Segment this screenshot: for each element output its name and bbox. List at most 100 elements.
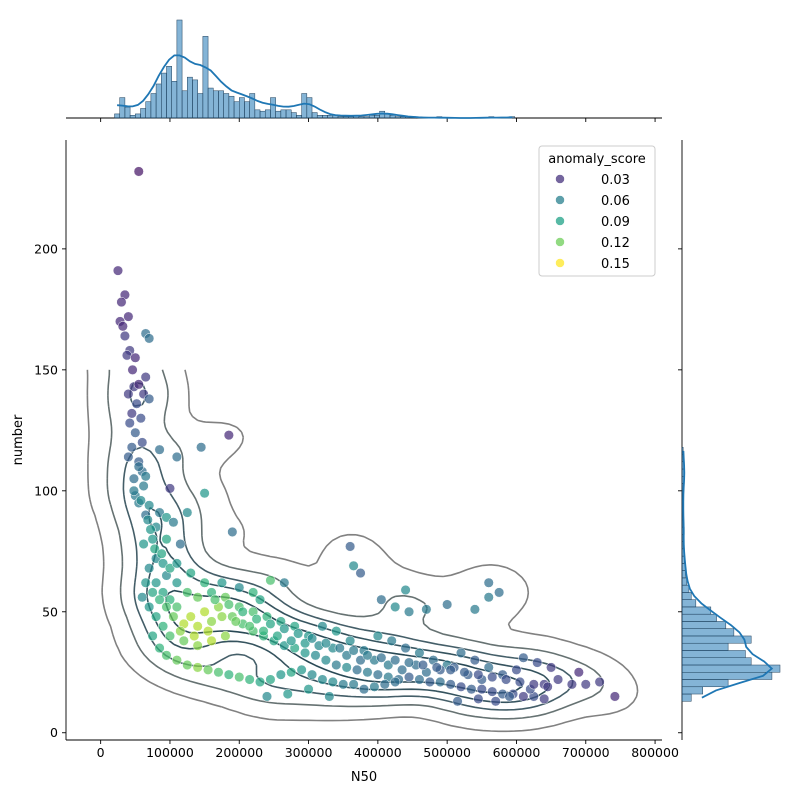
scatter-point <box>133 379 144 390</box>
scatter-point <box>175 626 186 637</box>
scatter-point <box>216 577 227 588</box>
scatter-point <box>154 594 165 605</box>
scatter-point <box>338 679 349 690</box>
scatter-point <box>303 684 314 695</box>
scatter-point <box>135 495 146 506</box>
scatter-point <box>164 483 176 494</box>
scatter-point <box>171 655 182 666</box>
scatter-point <box>199 606 210 617</box>
scatter-point <box>175 538 186 550</box>
scatter-point <box>164 563 176 574</box>
scatter-point <box>279 623 290 634</box>
scatter-point <box>532 657 543 668</box>
scatter-point <box>144 500 155 511</box>
y-axis-label: number <box>11 414 26 465</box>
x-histogram-bar <box>249 93 256 119</box>
scatter-point <box>149 543 160 554</box>
y-histogram-bar <box>681 447 684 455</box>
scatter-point <box>390 655 401 666</box>
scatter-point <box>403 606 415 617</box>
scatter-point <box>372 669 383 680</box>
scatter-point <box>138 480 149 492</box>
scatter-point <box>185 568 196 579</box>
y-histogram-bar <box>681 592 692 600</box>
scatter-point <box>282 688 293 700</box>
scatter-point <box>112 265 124 276</box>
scatter-point <box>324 691 335 702</box>
y-histogram-bar <box>681 650 746 658</box>
y-marginal-histogram <box>681 140 781 740</box>
scatter-point <box>145 524 156 535</box>
x-histogram-bar <box>342 116 349 119</box>
scatter-point <box>147 630 158 642</box>
y-histogram-bar <box>681 672 773 680</box>
x-tick-label: 400000 <box>354 745 402 760</box>
scatter-point <box>514 676 525 687</box>
scatter-point <box>417 659 428 671</box>
scatter-point <box>275 669 286 680</box>
scatter-point <box>185 611 196 622</box>
scatter-point <box>128 473 139 484</box>
scatter-point <box>157 558 169 569</box>
scatter-point <box>192 640 203 651</box>
scatter-point <box>455 681 467 692</box>
scatter-point <box>528 679 539 690</box>
x-histogram-bar <box>270 97 276 119</box>
scatter-point <box>130 352 141 363</box>
scatter-point <box>400 584 411 596</box>
x-histogram-bar <box>264 109 271 119</box>
y-tick-label: 100 <box>34 483 58 498</box>
scatter-point <box>199 488 210 499</box>
scatter-point <box>131 398 142 409</box>
scatter-point <box>445 679 456 690</box>
y-histogram-bar <box>681 635 752 644</box>
scatter-point <box>341 650 352 661</box>
x-histogram-bar <box>389 115 396 119</box>
x-density-curve <box>117 54 513 119</box>
scatter-point <box>546 662 557 673</box>
scatter-point <box>254 676 266 687</box>
scatter-point <box>400 643 411 654</box>
x-marginal-histogram <box>66 19 662 119</box>
x-histogram-bar <box>114 113 120 119</box>
scatter-point <box>223 599 234 610</box>
scatter-point <box>379 679 390 690</box>
x-histogram-bar <box>275 110 282 119</box>
scatter-point <box>123 451 134 462</box>
y-histogram-bar <box>681 657 752 666</box>
scatter-point <box>414 674 425 685</box>
scatter-point <box>594 676 605 687</box>
scatter-point <box>286 635 297 646</box>
scatter-point <box>327 676 338 687</box>
x-histogram-bar <box>244 101 250 119</box>
x-histogram-bar <box>187 76 193 119</box>
x-axis-label: N50 <box>351 770 377 785</box>
scatter-point <box>473 669 484 680</box>
scatter-point <box>237 606 248 617</box>
scatter-point <box>140 577 151 588</box>
legend-marker <box>555 237 565 247</box>
scatter-point <box>435 676 446 687</box>
scatter-point <box>123 311 134 322</box>
legend-label: 0.09 <box>601 215 630 230</box>
scatter-point <box>182 587 193 598</box>
x-histogram-bar <box>316 115 323 119</box>
scatter-point <box>157 621 169 632</box>
scatter-point <box>469 604 480 615</box>
scatter-point <box>234 672 245 683</box>
scatter-point <box>137 592 148 603</box>
scatter-point <box>317 621 328 632</box>
scatter-point <box>206 635 217 646</box>
legend-box <box>538 145 656 277</box>
scatter-point <box>248 587 259 598</box>
y-histogram-bar <box>681 570 686 579</box>
scatter-point <box>192 662 203 673</box>
x-histogram-bar <box>145 101 152 119</box>
scatter-point <box>142 514 153 525</box>
x-tick-label: 800000 <box>631 745 679 760</box>
scatter-point <box>504 691 515 702</box>
scatter-point <box>192 592 203 603</box>
x-histogram-bar <box>368 115 375 119</box>
x-histogram-bar <box>296 115 302 119</box>
